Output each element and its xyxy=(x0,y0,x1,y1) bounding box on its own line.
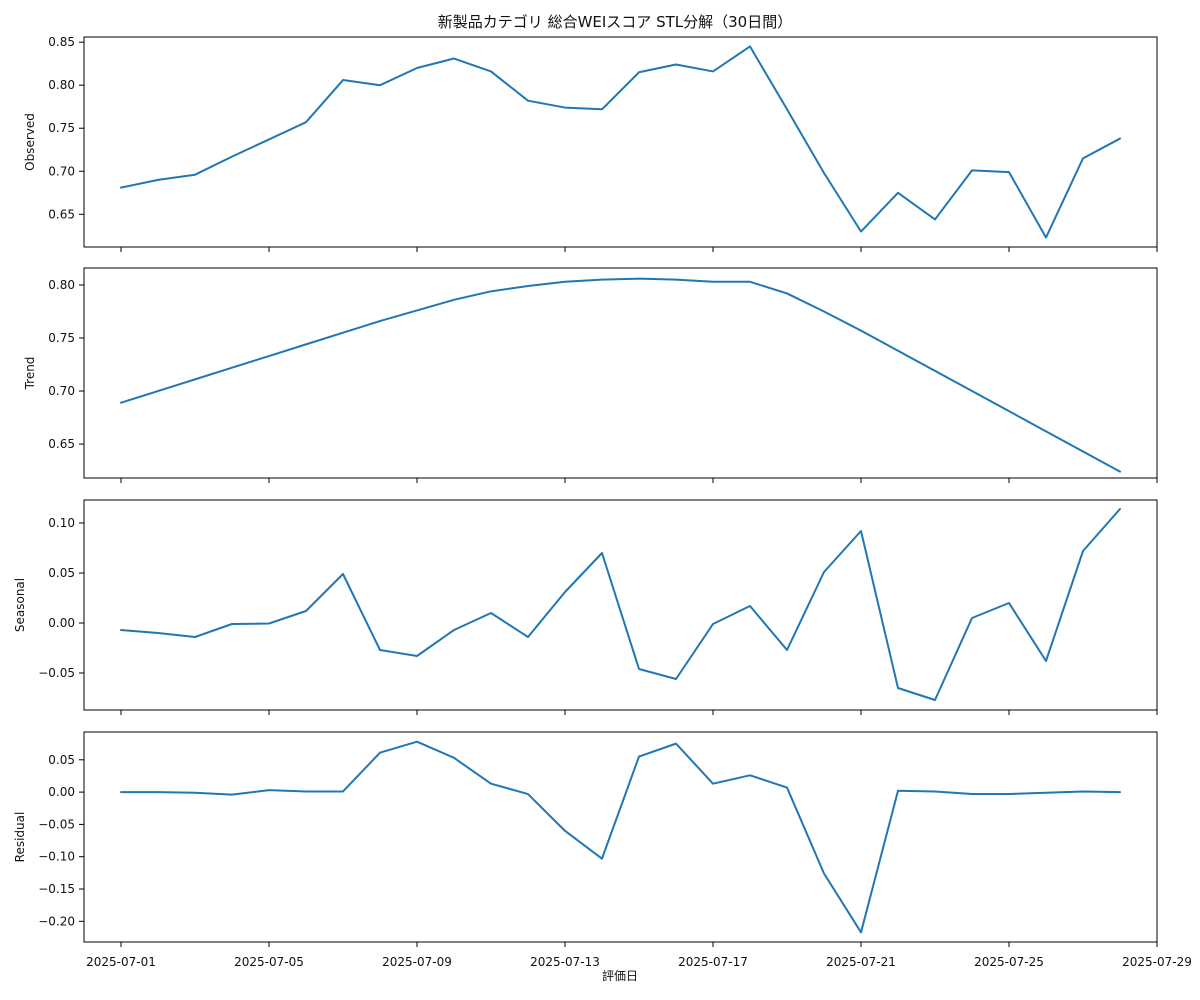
x-tick-label: 2025-07-25 xyxy=(974,955,1044,969)
y-tick-label: 0.05 xyxy=(48,566,75,580)
series-line-residual xyxy=(120,740,1121,934)
y-tick-label: −0.10 xyxy=(38,850,75,864)
y-axis-label-seasonal: Seasonal xyxy=(13,578,27,632)
panel-residual: 2025-07-01 2025-07-05 2025-07-09 2025-07-13… xyxy=(13,731,1192,969)
y-tick-label: −0.15 xyxy=(38,882,75,896)
y-tick-label: 0.65 xyxy=(48,437,75,451)
y-tick-label: 0.10 xyxy=(48,516,75,530)
y-tick-label: 0.75 xyxy=(48,331,75,345)
y-tick-label: 0.65 xyxy=(48,207,75,221)
series-line-seasonal xyxy=(120,508,1121,701)
y-tick-label: 0.80 xyxy=(48,278,75,292)
x-axis-label: 評価日 xyxy=(602,968,638,983)
y-tick-label: 0.80 xyxy=(48,78,75,92)
y-axis-label-residual: Residual xyxy=(13,812,27,863)
series-line-observed xyxy=(120,45,1121,239)
x-tick-label: 2025-07-09 xyxy=(382,955,452,969)
panel-frame xyxy=(83,267,1158,479)
y-axis-label-observed: Observed xyxy=(23,113,37,171)
figure-title: 新製品カテゴリ 総合WEIスコア STL分解（30日間） xyxy=(438,13,792,31)
panel-trend: 0.65 0.70 0.75 0.80 Trend xyxy=(23,267,1158,483)
series-line-trend xyxy=(120,277,1121,473)
y-axis-label-trend: Trend xyxy=(23,357,37,391)
x-tick-label: 2025-07-13 xyxy=(530,955,600,969)
panel-seasonal: −0.05 0.00 0.05 0.10 Seasonal xyxy=(13,499,1158,715)
y-tick-label: −0.05 xyxy=(38,666,75,680)
y-tick-label: −0.05 xyxy=(38,817,75,831)
y-tick-label: 0.05 xyxy=(48,753,75,767)
subplots-group: 0.65 0.70 0.75 0.80 0.85 Observed 0.65 0.70 0.75… xyxy=(13,35,1192,969)
x-tick-label: 2025-07-17 xyxy=(678,955,748,969)
y-tick-label: 0.70 xyxy=(48,164,75,178)
x-tick-label: 2025-07-05 xyxy=(234,955,304,969)
panel-frame xyxy=(83,36,1158,248)
y-tick-label: 0.00 xyxy=(48,616,75,630)
panel-frame xyxy=(83,731,1158,943)
y-tick-label: 0.00 xyxy=(48,785,75,799)
y-tick-label: 0.85 xyxy=(48,35,75,49)
y-tick-label: −0.20 xyxy=(38,914,75,928)
y-tick-label: 0.75 xyxy=(48,121,75,135)
x-tick-label: 2025-07-21 xyxy=(826,955,896,969)
panel-observed: 0.65 0.70 0.75 0.80 0.85 Observed xyxy=(23,35,1158,252)
x-tick-label: 2025-07-29 xyxy=(1122,955,1192,969)
y-tick-label: 0.70 xyxy=(48,384,75,398)
x-tick-label: 2025-07-01 xyxy=(86,955,156,969)
panel-frame xyxy=(83,499,1158,711)
